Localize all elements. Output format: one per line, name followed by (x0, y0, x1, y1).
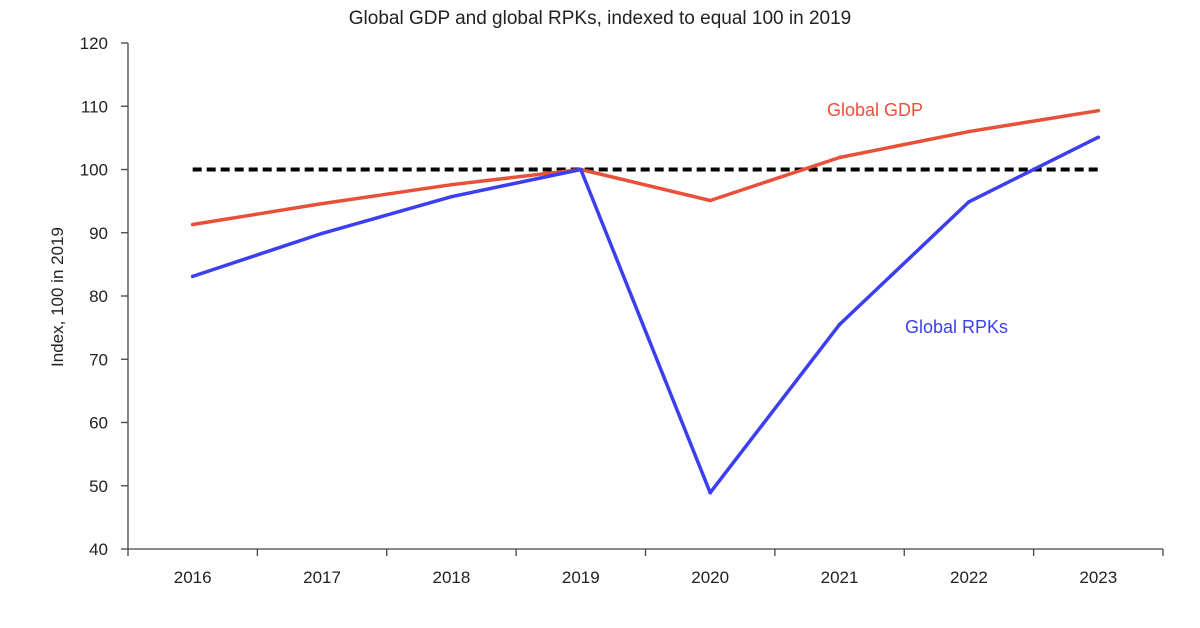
data-point (579, 167, 583, 172)
x-tick-label: 2017 (303, 568, 341, 587)
x-tick-label: 2018 (433, 568, 471, 587)
y-tick-label: 80 (89, 287, 108, 306)
data-point (190, 222, 195, 227)
x-tick-label: 2016 (174, 568, 212, 587)
y-tick-label: 60 (89, 414, 108, 433)
series-line-global-gdp (192, 108, 1099, 227)
y-tick-label: 70 (89, 350, 108, 369)
data-point (320, 231, 324, 236)
data-point (708, 198, 712, 203)
data-point (967, 129, 971, 134)
x-tick-label: 2021 (821, 568, 859, 587)
y-tick-label: 100 (80, 161, 108, 180)
data-point (837, 322, 842, 327)
y-tick-label: 90 (89, 224, 108, 243)
y-tick-label: 40 (89, 540, 108, 559)
x-tick-label: 2022 (950, 568, 988, 587)
series-label: Global GDP (827, 100, 923, 120)
data-point (1096, 108, 1101, 113)
data-point (708, 490, 712, 495)
data-point (449, 194, 454, 199)
series-label: Global RPKs (905, 317, 1008, 337)
y-tick-label: 50 (89, 477, 108, 496)
data-point (1096, 135, 1101, 140)
x-tick-label: 2023 (1079, 568, 1117, 587)
data-point (967, 199, 971, 204)
x-tick-label: 2019 (562, 568, 600, 587)
y-tick-label: 120 (80, 34, 108, 53)
y-axis-label: Index, 100 in 2019 (48, 227, 67, 367)
x-tick-label: 2020 (691, 568, 729, 587)
chart-title: Global GDP and global RPKs, indexed to e… (349, 8, 851, 29)
data-point (190, 274, 195, 279)
series-line-global-rpks (192, 135, 1100, 495)
data-point (320, 201, 324, 206)
y-tick-label: 110 (81, 97, 108, 116)
data-point (837, 155, 842, 160)
data-point (449, 182, 454, 187)
